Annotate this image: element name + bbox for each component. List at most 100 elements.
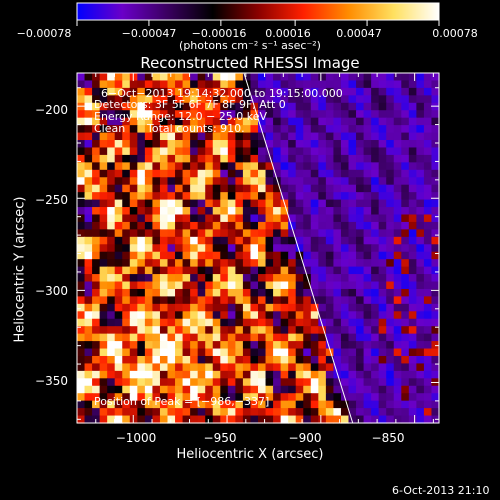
heatmap-cell	[227, 333, 236, 342]
heatmap-cell	[220, 415, 229, 424]
heatmap-cell	[401, 177, 410, 186]
heatmap-cell	[273, 318, 282, 327]
heatmap-cell	[408, 87, 417, 96]
heatmap-cell	[378, 132, 387, 141]
heatmap-cell	[84, 147, 93, 156]
heatmap-cell	[84, 274, 93, 283]
heatmap-cell	[212, 393, 221, 402]
heatmap-cell	[182, 378, 191, 387]
heatmap-cell	[273, 102, 282, 111]
heatmap-cell	[84, 214, 93, 223]
heatmap-cell	[190, 385, 199, 394]
heatmap-cell	[378, 274, 387, 283]
heatmap-cell	[318, 400, 327, 409]
heatmap-cell	[363, 415, 372, 424]
heatmap-cell	[84, 393, 93, 402]
heatmap-cell	[220, 333, 229, 342]
heatmap-cell	[356, 370, 365, 379]
heatmap-cell	[84, 229, 93, 238]
heatmap-cell	[137, 326, 146, 335]
heatmap-cell	[416, 147, 425, 156]
heatmap-cell	[348, 326, 357, 335]
heatmap-cell	[416, 303, 425, 312]
heatmap-cell	[144, 214, 154, 223]
heatmap-cell	[318, 207, 327, 216]
heatmap-cell	[310, 192, 319, 201]
heatmap-cell	[348, 214, 357, 223]
heatmap-cell	[356, 244, 365, 253]
heatmap-cell	[250, 87, 259, 96]
heatmap-cell	[84, 95, 93, 104]
heatmap-cell	[144, 326, 154, 335]
heatmap-cell	[265, 378, 274, 387]
heatmap-cell	[137, 311, 146, 320]
heatmap-cell	[122, 95, 131, 104]
heatmap-cell	[175, 370, 184, 379]
heatmap-cell	[265, 341, 274, 350]
heatmap-cell	[408, 154, 417, 163]
heatmap-cell	[386, 363, 395, 372]
heatmap-cell	[258, 393, 267, 402]
heatmap-cell	[175, 296, 184, 305]
heatmap-cell	[363, 326, 372, 335]
heatmap-cell	[190, 221, 199, 230]
heatmap-cell	[227, 147, 236, 156]
heatmap-cell	[325, 400, 335, 409]
heatmap-cell	[408, 140, 417, 149]
heatmap-cell	[227, 207, 236, 216]
heatmap-cell	[250, 259, 259, 268]
heatmap-cell	[190, 378, 199, 387]
heatmap-cell	[182, 102, 191, 111]
heatmap-cell	[77, 154, 86, 163]
heatmap-cell	[197, 311, 206, 320]
heatmap-cell	[393, 251, 402, 260]
heatmap-cell	[356, 281, 365, 290]
heatmap-cell	[114, 326, 123, 335]
heatmap-cell	[122, 192, 131, 201]
heatmap-cell	[408, 378, 417, 387]
heatmap-cell	[386, 378, 395, 387]
heatmap-cell	[92, 296, 101, 305]
heatmap-cell	[393, 415, 402, 424]
heatmap-cell	[227, 73, 236, 82]
heatmap-cell	[371, 408, 380, 417]
heatmap-cell	[212, 303, 221, 312]
heatmap-cell	[371, 296, 380, 305]
heatmap-cell	[114, 102, 123, 111]
heatmap-cell	[242, 400, 252, 409]
heatmap-cell	[235, 95, 244, 104]
heatmap-cell	[273, 370, 282, 379]
heatmap-cell	[265, 154, 274, 163]
heatmap-cell	[423, 73, 433, 82]
heatmap-cell	[227, 110, 236, 119]
heatmap-cell	[288, 355, 297, 365]
heatmap-cell	[401, 363, 410, 372]
heatmap-cell	[144, 296, 154, 305]
heatmap-cell	[431, 318, 440, 327]
heatmap-cell	[167, 117, 176, 126]
heatmap-cell	[303, 110, 312, 119]
colorbar-tick-label: −0.00047	[121, 27, 177, 40]
heatmap-cell	[333, 80, 342, 89]
heatmap-cell	[423, 199, 433, 208]
heatmap-cell	[280, 355, 289, 365]
heatmap-cell	[122, 266, 131, 275]
heatmap-cell	[122, 117, 131, 126]
heatmap-cell	[107, 140, 116, 149]
heatmap-cell	[371, 184, 380, 193]
heatmap-cell	[84, 251, 93, 260]
heatmap-cell	[182, 274, 191, 283]
heatmap-cell	[235, 326, 244, 335]
heatmap-cell	[227, 117, 236, 126]
heatmap-cell	[265, 236, 274, 245]
heatmap-cell	[325, 229, 335, 238]
heatmap-cell	[77, 184, 86, 193]
heatmap-cell	[114, 296, 123, 305]
heatmap-cell	[137, 221, 146, 230]
heatmap-cell	[182, 251, 191, 260]
heatmap-cell	[416, 415, 425, 424]
heatmap-cell	[431, 140, 440, 149]
heatmap-cell	[431, 117, 440, 126]
heatmap-cell	[92, 326, 101, 335]
heatmap-cell	[220, 184, 229, 193]
